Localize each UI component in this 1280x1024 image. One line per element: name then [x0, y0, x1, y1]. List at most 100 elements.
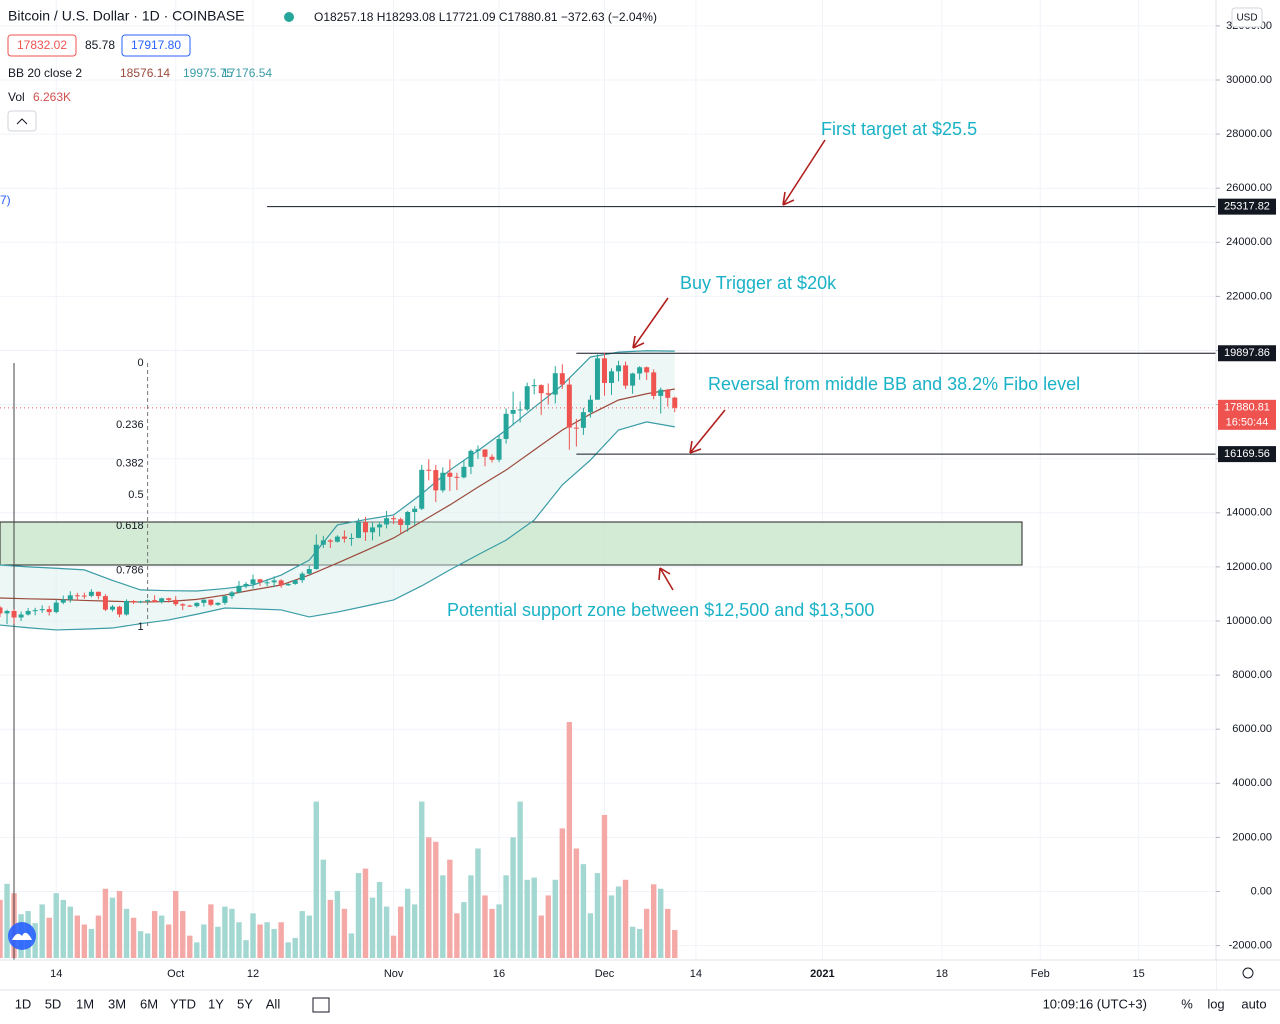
candle-body — [46, 609, 52, 613]
volume-bar — [517, 801, 523, 958]
range-button[interactable]: 1D — [15, 996, 32, 1011]
candle-body — [25, 610, 31, 615]
range-button[interactable]: 5D — [45, 996, 62, 1011]
fib-label: 0.236 — [116, 419, 144, 431]
volume-bar — [665, 908, 671, 958]
candle-body — [313, 544, 319, 570]
volume-bar — [144, 933, 151, 958]
arrow — [632, 297, 669, 349]
candle-body — [95, 591, 101, 597]
volume-bar — [615, 886, 622, 958]
candle-body — [566, 384, 572, 428]
arrow — [689, 409, 726, 454]
volume-bar — [658, 888, 664, 958]
candle-body — [405, 511, 411, 525]
bid-box[interactable] — [7, 34, 77, 57]
auto-toggle[interactable]: auto — [1241, 996, 1266, 1011]
volume-bar — [137, 931, 144, 958]
volume-bar — [109, 897, 116, 958]
candle-body — [334, 536, 340, 542]
vol-legend-name: Vol — [8, 90, 25, 104]
candle-body — [496, 438, 502, 460]
grid — [0, 0, 1216, 960]
arrows — [632, 139, 826, 591]
volume-bar — [650, 884, 657, 958]
bands-layer — [0, 350, 675, 631]
volume-bar — [383, 906, 390, 958]
volume-bar — [566, 722, 573, 958]
volume-bar — [313, 801, 320, 958]
percent-toggle[interactable]: % — [1181, 996, 1193, 1011]
candle-body — [18, 614, 24, 618]
ohlc: O18257.18 H18293.08 L17721.09 C17880.81 … — [314, 10, 657, 24]
candle-body — [236, 585, 242, 593]
annotation: Buy Trigger at $20k — [680, 273, 837, 293]
y-tick-label: 28000.00 — [1226, 128, 1272, 140]
candle-body — [74, 595, 80, 597]
candle-body — [587, 399, 593, 413]
volume-bar — [158, 915, 165, 958]
volume-bar — [587, 913, 594, 958]
fib-label: 0.786 — [116, 564, 144, 576]
range-button[interactable]: YTD — [170, 996, 196, 1011]
y-tick-label: 22000.00 — [1226, 290, 1272, 302]
volume-bar — [187, 935, 193, 958]
volume-bar — [433, 841, 439, 958]
range-button[interactable]: 1M — [76, 996, 94, 1011]
volume-bar — [636, 928, 643, 958]
volume-bar — [629, 926, 636, 958]
volume-bar — [545, 895, 551, 958]
volume-bar — [53, 893, 59, 958]
vol-legend-value: 6.263K — [33, 90, 71, 104]
candle-body — [552, 373, 558, 395]
collapse-button[interactable] — [7, 110, 37, 132]
candle-body — [264, 582, 270, 584]
candle-body — [60, 599, 66, 603]
candle-body — [53, 602, 59, 613]
compare-icon[interactable] — [312, 997, 330, 1013]
candle-body — [299, 573, 305, 581]
candle-body — [131, 600, 137, 603]
candle-body — [489, 456, 495, 460]
range-button[interactable]: 5Y — [237, 996, 253, 1011]
candle-body — [39, 609, 45, 611]
volume-bar — [39, 904, 45, 958]
log-toggle[interactable]: log — [1207, 996, 1224, 1011]
clock[interactable]: 10:09:16 (UTC+3) — [1043, 996, 1147, 1011]
volume-bar — [81, 924, 88, 958]
volume-bar — [334, 890, 341, 958]
candle-body — [201, 599, 207, 603]
volume-bar — [88, 928, 95, 958]
candle-body — [384, 518, 390, 525]
candle-body — [138, 601, 144, 603]
volume-bar — [608, 895, 615, 958]
countdown: 16:50:44 — [1226, 417, 1269, 429]
candle-body — [159, 598, 165, 603]
currency-button[interactable] — [1231, 7, 1263, 28]
candle-body — [517, 409, 523, 411]
collapse-icon — [16, 118, 28, 125]
settings-icon[interactable] — [1242, 967, 1254, 979]
volume-bar — [243, 940, 249, 958]
ask-box[interactable] — [121, 34, 191, 57]
candle-body — [4, 610, 10, 614]
range-button[interactable]: All — [266, 996, 281, 1011]
spread: 85.78 — [85, 38, 115, 52]
candle-body — [580, 412, 586, 428]
range-button[interactable]: 6M — [140, 996, 158, 1011]
candle-body — [81, 595, 87, 597]
fib-label: 0 — [137, 357, 143, 369]
candle-body — [67, 595, 73, 600]
volume-bar — [180, 911, 186, 958]
last-price-box — [1218, 399, 1276, 430]
candle-body — [363, 522, 369, 533]
candle-body — [510, 410, 516, 414]
range-button[interactable]: 1Y — [208, 996, 224, 1011]
volume-bar — [292, 937, 298, 958]
candle-body — [665, 389, 671, 398]
candle-body — [306, 569, 312, 574]
y-tick-label: 14000.00 — [1226, 507, 1272, 519]
range-button[interactable]: 3M — [108, 996, 126, 1011]
volume-bar — [489, 908, 495, 958]
